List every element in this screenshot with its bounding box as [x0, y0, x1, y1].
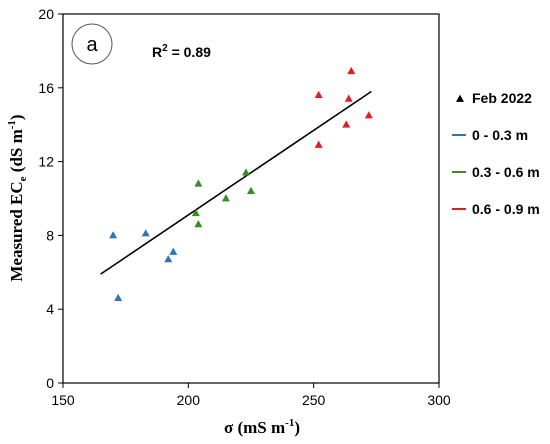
panel-label: a [71, 23, 113, 65]
legend-label: Feb 2022 [472, 90, 532, 106]
fit-line-layer [100, 90, 372, 275]
y-tick-label: 4 [46, 301, 54, 317]
series-1 [191, 168, 255, 228]
fit-line [100, 90, 372, 275]
points-layer [109, 66, 373, 302]
data-point [314, 140, 323, 148]
data-point [344, 94, 353, 102]
y-axis-title-main: Measured EC [7, 181, 26, 281]
y-tick-label: 20 [38, 6, 54, 22]
y-axis-title-sub: e [17, 176, 29, 181]
data-point [247, 186, 255, 194]
x-tick-label: 300 [427, 392, 451, 408]
legend-marker-triangle [456, 94, 464, 102]
y-axis-title-tail: ) [7, 114, 26, 120]
y-tick-label: 8 [46, 227, 54, 243]
data-point [194, 220, 203, 228]
r2-superscript: 2 [162, 43, 168, 54]
panel-label-text: a [86, 34, 98, 56]
legend-item: 0.6 - 0.9 m [452, 201, 540, 217]
data-point [342, 120, 351, 128]
axes-layer: 150 200 250 300 0 4 8 12 16 20 [38, 6, 450, 408]
data-point [241, 168, 250, 176]
x-axis-title-sup: -1 [285, 417, 294, 429]
x-tick-label: 200 [177, 392, 201, 408]
data-point [169, 247, 178, 255]
data-point [314, 90, 323, 99]
legend-label: 0.3 - 0.6 m [472, 164, 540, 180]
x-axis-title-tail: ) [294, 418, 300, 437]
series-0 [109, 229, 178, 302]
r2-annotation: R2 = 0.89 [152, 43, 211, 60]
legend-item: 0 - 0.3 m [452, 127, 528, 143]
x-tick-label: 250 [302, 392, 326, 408]
data-point [364, 111, 373, 119]
x-tick-label: 150 [51, 392, 75, 408]
legend: Feb 2022 0 - 0.3 m 0.3 - 0.6 m 0.6 - 0.9 m [452, 90, 540, 217]
y-axis-title: Measured ECe (dS m-1) [6, 114, 29, 281]
r2-value: = 0.89 [168, 44, 211, 60]
y-tick-label: 16 [38, 80, 54, 96]
panel-label-circle [71, 23, 113, 65]
legend-label: 0 - 0.3 m [472, 127, 528, 143]
data-point [347, 66, 356, 75]
x-axis-title-main: σ (mS m [224, 418, 285, 437]
data-point [164, 255, 173, 263]
legend-label: 0.6 - 0.9 m [472, 201, 540, 217]
legend-item: Feb 2022 [456, 90, 532, 106]
x-axis-title: σ (mS m-1) [224, 417, 300, 437]
data-point [191, 208, 200, 217]
plot-area [62, 13, 440, 384]
series-2 [314, 66, 373, 148]
y-tick-label: 0 [46, 375, 54, 391]
y-axis-title-sup: -1 [6, 120, 18, 129]
y-tick-label: 12 [38, 154, 54, 170]
r2-prefix: R [152, 44, 162, 60]
legend-item: 0.3 - 0.6 m [452, 164, 540, 180]
data-point [141, 229, 150, 237]
data-point [109, 231, 118, 239]
data-point [194, 179, 203, 187]
y-axis-title-mid: (dS m [7, 129, 26, 176]
data-point [114, 293, 123, 302]
data-point [221, 194, 230, 202]
